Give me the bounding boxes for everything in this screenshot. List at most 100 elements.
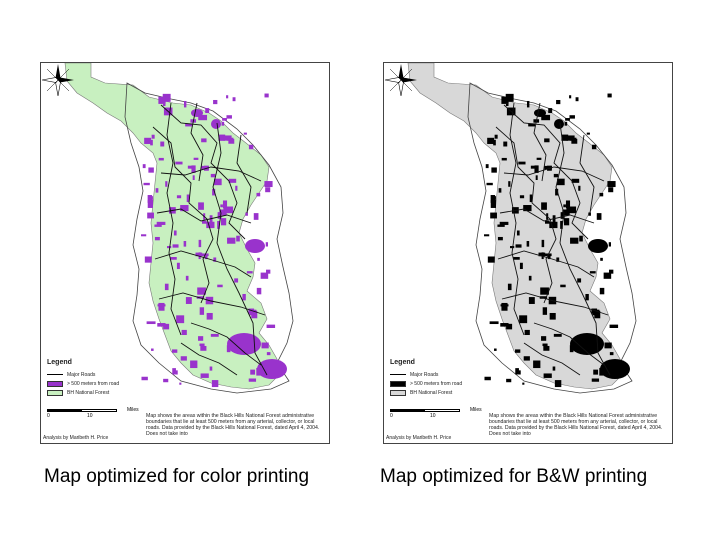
remote-patch	[519, 262, 523, 270]
remote-patch	[544, 165, 552, 170]
legend-item-forest: BH National Forest	[47, 388, 167, 397]
remote-patch	[566, 207, 575, 211]
remote-patch	[528, 123, 536, 127]
remote-patch	[577, 278, 582, 283]
remote-patch	[609, 269, 614, 274]
remote-patch	[534, 165, 539, 173]
major-road	[180, 342, 238, 376]
remote-patch	[219, 209, 227, 216]
remote-patch-large	[534, 109, 546, 117]
major-road	[236, 134, 252, 214]
color-map-caption: Map optimized for color printing	[44, 466, 310, 487]
admin-boundary	[467, 82, 637, 394]
remote-patch	[196, 296, 205, 299]
north-arrow-icon	[41, 64, 74, 97]
remote-patch	[147, 195, 153, 203]
remote-patch	[213, 99, 218, 105]
major-road	[154, 250, 252, 278]
remote-patch	[596, 213, 602, 220]
remote-patch	[217, 284, 223, 288]
legend-item-roads: Major Roads	[47, 370, 167, 379]
remote-patch	[592, 309, 600, 316]
remote-patch	[162, 93, 171, 102]
remote-patch	[250, 369, 256, 375]
remote-patch	[154, 236, 160, 241]
remote-patch	[603, 272, 612, 279]
remote-patch	[170, 257, 177, 260]
remote-patch	[198, 336, 204, 341]
remote-patch	[198, 239, 202, 248]
map-legend: Legend Major Roads > 500 meters from roa…	[390, 359, 510, 397]
remote-patch	[494, 134, 498, 139]
scale-unit: Miles	[127, 407, 139, 413]
remote-patch	[266, 352, 271, 356]
remote-patch	[490, 212, 497, 219]
remote-patch	[554, 380, 562, 388]
remote-patch	[566, 135, 575, 141]
remote-patch	[515, 244, 522, 248]
remote-patch	[503, 141, 508, 147]
forest-area	[407, 63, 623, 390]
major-road	[212, 122, 268, 376]
remote-patch	[162, 103, 166, 106]
remote-patch	[144, 137, 152, 144]
major-road	[523, 342, 581, 376]
legend-item-remote: > 500 meters from road	[390, 379, 510, 388]
remote-patch	[156, 221, 166, 225]
bw-map-canvas	[407, 63, 637, 394]
remote-patch	[541, 202, 547, 210]
remote-patch	[485, 164, 489, 169]
remote-patch	[541, 114, 551, 121]
remote-patch	[172, 244, 179, 248]
remote-patch	[266, 324, 276, 328]
major-road	[533, 102, 547, 182]
remote-patch	[560, 212, 565, 219]
major-road	[503, 166, 605, 182]
remote-patch	[506, 378, 512, 383]
remote-patch	[264, 181, 273, 188]
remote-patch	[163, 378, 169, 383]
remote-patch	[175, 370, 178, 375]
remote-patch-large	[191, 109, 203, 117]
remote-patch	[562, 209, 570, 216]
remote-patch	[556, 257, 560, 262]
remote-patch	[190, 360, 198, 369]
remote-patch	[505, 103, 509, 106]
remote-patch	[144, 256, 152, 263]
remote-patch	[549, 312, 556, 320]
remote-patch	[490, 200, 496, 208]
remote-patch	[158, 96, 166, 104]
remote-patch	[506, 323, 513, 330]
legend-label: Major Roads	[410, 371, 439, 378]
remote-patch	[256, 287, 262, 295]
remote-patch	[260, 272, 269, 279]
remote-patch	[497, 224, 505, 227]
remote-patch	[507, 283, 512, 291]
major-road	[190, 102, 204, 182]
remote-patch	[266, 269, 271, 274]
remote-patch	[217, 220, 220, 229]
remote-patch	[604, 342, 612, 349]
remote-patch	[211, 380, 219, 388]
remote-patch	[234, 278, 239, 283]
legend-title: Legend	[47, 359, 72, 366]
remote-patch-large	[227, 333, 261, 355]
remote-patch	[143, 182, 150, 186]
remote-patch	[181, 329, 187, 336]
remote-patch	[183, 100, 187, 108]
admin-boundary	[124, 82, 294, 394]
remote-patch	[249, 309, 257, 316]
analysis-credit: Analysis by Maribeth H. Price	[386, 435, 452, 441]
remote-patch	[148, 167, 154, 173]
major-road	[156, 208, 252, 224]
remote-patch	[209, 366, 213, 371]
remote-patch	[565, 118, 570, 121]
forest-swatch	[47, 389, 63, 396]
remote-patch	[217, 212, 222, 219]
bw-map-caption: Map optimized for B&W printing	[380, 466, 648, 487]
remote-patch	[501, 96, 509, 104]
remote-patch	[261, 342, 269, 349]
remote-patch	[187, 165, 192, 169]
remote-patch-large	[570, 333, 604, 355]
remote-patch	[198, 202, 204, 210]
